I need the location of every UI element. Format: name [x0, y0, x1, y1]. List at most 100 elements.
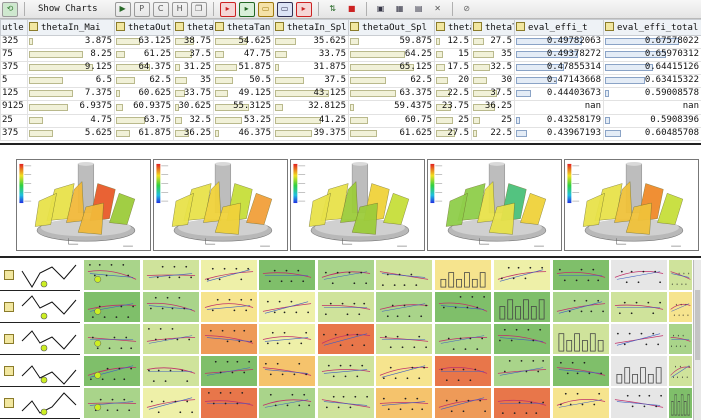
scatter-cell[interactable]: [84, 324, 141, 355]
column-header[interactable]: thetaIn_Spl: [273, 19, 349, 36]
table-cell[interactable]: 62.5: [348, 74, 435, 89]
table-cell[interactable]: 0.49378272: [514, 48, 604, 63]
table-cell[interactable]: 15: [434, 48, 472, 63]
scatter-cell[interactable]: [376, 356, 433, 387]
impeller-render-4[interactable]: [427, 159, 562, 251]
table-cell[interactable]: 0.63415322: [603, 74, 701, 89]
impeller-render-2[interactable]: [153, 159, 288, 251]
scatter-cell[interactable]: [259, 388, 316, 419]
table-cell[interactable]: 37.5: [273, 74, 349, 89]
table-cell[interactable]: 60.75: [348, 113, 435, 128]
scatter-cell[interactable]: [376, 292, 433, 323]
table-cell[interactable]: nan: [603, 100, 701, 115]
impeller-render-1[interactable]: [16, 159, 151, 251]
table-cell[interactable]: 36.25: [471, 100, 515, 115]
column-header[interactable]: thetaTan: [213, 19, 274, 36]
table-row[interactable]: 125 7.375 60.625 33.75 49.125 43.125 63.375 22.…: [0, 87, 701, 102]
scatter-cell[interactable]: [611, 388, 668, 419]
pdf-icon[interactable]: P: [133, 1, 150, 17]
scatter-cell[interactable]: [259, 260, 316, 291]
table-cell[interactable]: 63.375: [348, 87, 435, 102]
scatter-cell[interactable]: [201, 388, 258, 419]
table-cell[interactable]: 47.75: [213, 48, 274, 63]
scatter-cell[interactable]: [669, 292, 693, 323]
table-cell[interactable]: 23.75: [434, 100, 472, 115]
scatter-cell[interactable]: [494, 260, 551, 291]
scatter-cell[interactable]: [84, 356, 141, 387]
monitor-icon[interactable]: ▣: [376, 4, 385, 13]
table-cell[interactable]: 0.60485708: [603, 126, 701, 141]
scatter-cell[interactable]: [435, 388, 492, 419]
table-cell[interactable]: 62.5: [114, 74, 174, 89]
table-cell[interactable]: 8.25: [27, 48, 115, 63]
table-cell[interactable]: 35: [173, 74, 214, 89]
table-cell[interactable]: 22.5: [471, 126, 515, 141]
show-charts-button[interactable]: Show Charts: [38, 3, 98, 14]
table-cell[interactable]: 63.125: [114, 34, 174, 50]
table-cell[interactable]: 25: [434, 113, 472, 128]
scrollbar-thumb[interactable]: [695, 290, 700, 360]
scatter-cell[interactable]: [259, 356, 316, 387]
table-cell[interactable]: 38.75: [173, 34, 214, 50]
table-row[interactable]: 5 6.5 62.5 35 50.5 37.5 62.5 20 30 0.47143668 0.63…: [0, 74, 701, 89]
table-cell[interactable]: 60.9375: [114, 100, 174, 115]
table-row[interactable]: 75 8.25 61.25 37.5 47.75 33.75 64.25 15 35 0.4937…: [0, 48, 701, 63]
scatter-cell[interactable]: [611, 292, 668, 323]
table-cell[interactable]: 59.4375: [348, 100, 435, 115]
column-header[interactable]: thetaIn_Mai: [27, 19, 115, 36]
table-cell[interactable]: 0.44403673: [514, 87, 604, 102]
table-cell[interactable]: 75: [0, 48, 28, 63]
scatter-cell[interactable]: [435, 292, 492, 323]
filter-green-icon[interactable]: ▸: [238, 1, 255, 17]
filter-red-icon[interactable]: ▸: [219, 1, 236, 17]
scatter-cell[interactable]: [376, 388, 433, 419]
scatter-cell[interactable]: [611, 260, 668, 291]
table-cell[interactable]: 0.59008578: [603, 87, 701, 102]
table-cell[interactable]: 39.375: [273, 126, 349, 141]
table-cell[interactable]: 37.5: [471, 87, 515, 102]
table-cell[interactable]: 6.9375: [27, 100, 115, 115]
table-cell[interactable]: 59.875: [348, 34, 435, 50]
table-cell[interactable]: 65.125: [348, 61, 435, 76]
table-cell[interactable]: 0.5908396: [603, 113, 701, 128]
table-cell[interactable]: 64.25: [348, 48, 435, 63]
scatter-cell[interactable]: [669, 388, 693, 419]
scatter-cell[interactable]: [318, 260, 375, 291]
table-cell[interactable]: 61.625: [348, 126, 435, 141]
table-row[interactable]: 9125 6.9375 60.9375 30.625 55.3125 32.8125 59.…: [0, 100, 701, 115]
table-cell[interactable]: 61.25: [114, 48, 174, 63]
scatter-cell[interactable]: [494, 356, 551, 387]
table-row[interactable]: 375 9.125 64.375 31.25 51.875 31.875 65.125 17.…: [0, 61, 701, 76]
table-cell[interactable]: 5.625: [27, 126, 115, 141]
matrix-row-header[interactable]: [0, 356, 80, 387]
matrix-row-header[interactable]: [0, 260, 80, 291]
table-cell[interactable]: 54.625: [213, 34, 274, 50]
column-header[interactable]: thetaT: [434, 19, 472, 36]
scatter-cell[interactable]: [669, 324, 693, 355]
table-cell[interactable]: 0.64415126: [603, 61, 701, 76]
folder-icon[interactable]: ▭: [257, 1, 274, 17]
scatter-cell[interactable]: [259, 292, 316, 323]
table-cell[interactable]: 375: [0, 126, 28, 141]
scatter-cell[interactable]: [669, 356, 693, 387]
table-cell[interactable]: 51.875: [213, 61, 274, 76]
table-cell[interactable]: 0.43258179: [514, 113, 604, 128]
table-cell[interactable]: 35: [471, 48, 515, 63]
column-header[interactable]: eval_effi_t: [514, 19, 604, 36]
matrix-row-header[interactable]: [0, 388, 80, 419]
impeller-render-5[interactable]: [564, 159, 699, 251]
scatter-cell[interactable]: [84, 292, 141, 323]
table-cell[interactable]: 4.75: [27, 113, 115, 128]
run-icon[interactable]: ▶: [114, 1, 131, 17]
scatter-cell[interactable]: [84, 388, 141, 419]
table-cell[interactable]: 325: [0, 34, 28, 50]
sort-icon[interactable]: ⇅: [329, 4, 336, 13]
scatter-cell[interactable]: [84, 260, 141, 291]
scatter-cell[interactable]: [143, 324, 200, 355]
table-cell[interactable]: 63.75: [114, 113, 174, 128]
table-cell[interactable]: 32.8125: [273, 100, 349, 115]
square-icon[interactable]: ▭: [276, 1, 293, 17]
table-cell[interactable]: 3.875: [27, 34, 115, 50]
mark-icon[interactable]: ■: [347, 4, 356, 13]
scatter-cell[interactable]: [669, 260, 693, 291]
